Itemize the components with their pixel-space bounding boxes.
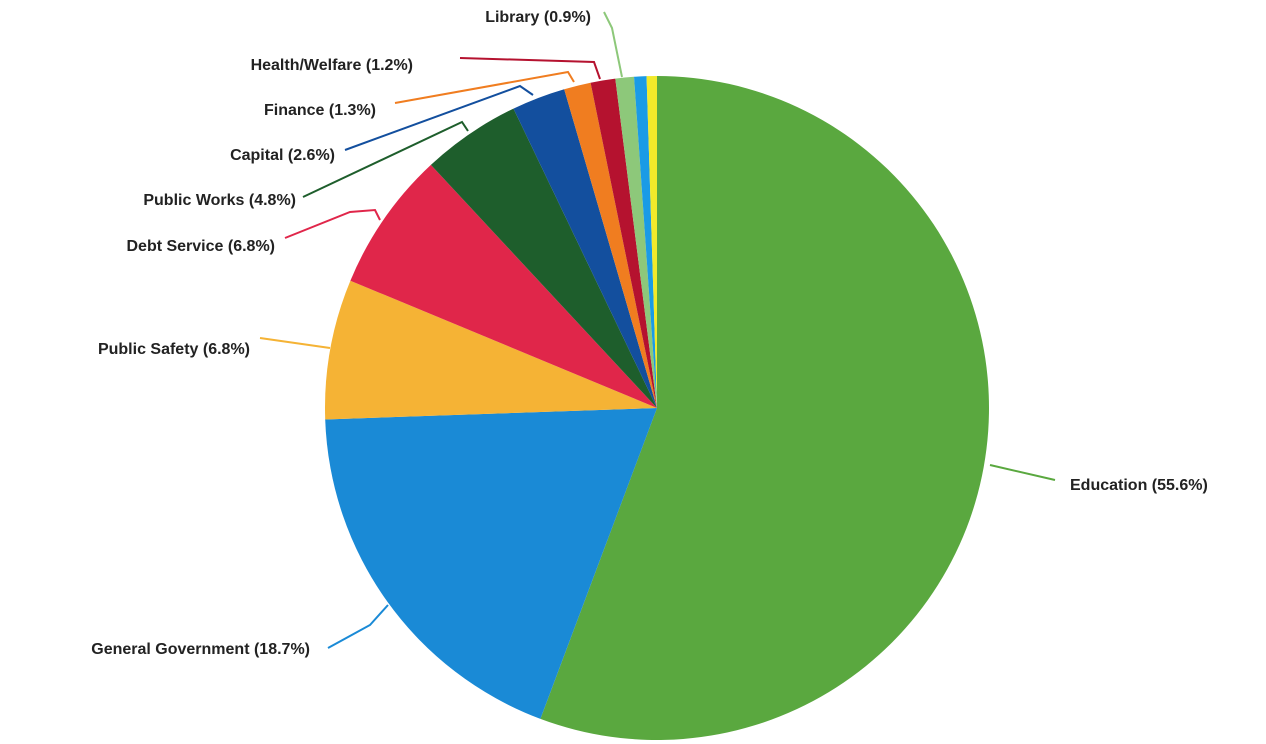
pie-slice-unlabeled-10 — [646, 76, 657, 408]
pie-slice-education — [540, 76, 990, 740]
pie-slice-capital — [513, 89, 657, 408]
pie-slice-public-safety — [325, 280, 657, 420]
slice-label: Finance (1.3%) — [264, 102, 376, 119]
pie-slice-finance — [564, 82, 657, 408]
slice-label: Debt Service (6.8%) — [126, 238, 275, 255]
pie-slice-library — [615, 76, 657, 408]
leader-line — [603, 11, 623, 78]
pie-slice-general-government — [325, 408, 657, 719]
pie-slice-debt-service — [350, 164, 657, 408]
pie-slice-public-works — [430, 108, 657, 409]
leader-line — [302, 120, 469, 198]
leader-line — [989, 464, 1056, 481]
slice-label: Capital (2.6%) — [230, 147, 335, 164]
leader-line — [394, 70, 575, 104]
leader-line — [459, 57, 601, 80]
leader-line — [284, 208, 381, 239]
slice-label: General Government (18.7%) — [91, 641, 310, 658]
slice-label: Education (55.6%) — [1070, 477, 1208, 494]
slice-label: Public Safety (6.8%) — [98, 341, 250, 358]
leader-line — [259, 337, 331, 349]
slice-label: Public Works (4.8%) — [143, 192, 296, 209]
pie-slice-health-welfare — [590, 78, 657, 408]
pie-slice-unlabeled-9 — [634, 76, 657, 408]
slice-label: Health/Welfare (1.2%) — [251, 57, 413, 74]
leader-line — [327, 604, 389, 649]
leader-line — [344, 84, 534, 151]
slice-label: Library (0.9%) — [485, 9, 591, 26]
